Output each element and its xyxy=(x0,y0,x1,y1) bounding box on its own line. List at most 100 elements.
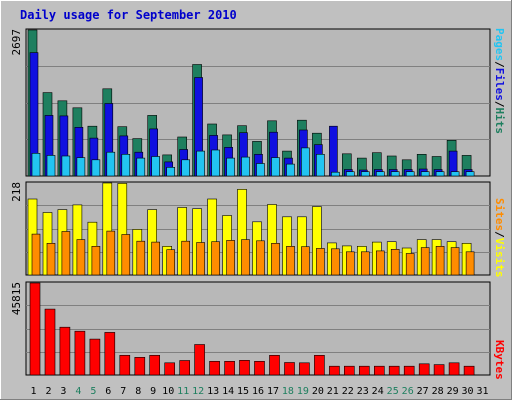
bar-sites-day-17 xyxy=(271,243,280,276)
bar-kbytes-day-26 xyxy=(403,365,415,376)
bar-sites-day-21 xyxy=(331,248,340,276)
x-tick-label: 12 xyxy=(192,386,204,397)
bar-kbytes-day-30 xyxy=(463,365,475,376)
bar-pages-day-30 xyxy=(465,171,475,177)
bar-kbytes-day-22 xyxy=(343,365,355,376)
hits-panel xyxy=(25,28,491,177)
kbytes-series-kbytes xyxy=(29,282,475,376)
bar-pages-day-24 xyxy=(375,171,385,177)
bar-pages-day-25 xyxy=(390,171,400,177)
x-tick-label: 28 xyxy=(432,386,444,397)
bar-pages-day-6 xyxy=(106,151,116,177)
bar-pages-day-27 xyxy=(420,171,430,177)
bar-sites-day-20 xyxy=(316,248,325,276)
bar-pages-day-4 xyxy=(76,157,86,177)
bar-sites-day-6 xyxy=(106,230,116,276)
bar-sites-day-4 xyxy=(76,239,86,276)
bar-sites-day-18 xyxy=(286,246,295,276)
bar-kbytes-day-2 xyxy=(44,308,56,376)
bar-sites-day-25 xyxy=(390,249,400,276)
bar-pages-day-23 xyxy=(360,171,370,177)
bar-kbytes-day-28 xyxy=(433,364,445,376)
x-tick-label: 29 xyxy=(447,386,459,397)
bar-pages-day-22 xyxy=(345,171,355,177)
x-tick-label: 27 xyxy=(417,386,429,397)
visits-ymax-label: 218 xyxy=(10,182,23,202)
bar-pages-day-14 xyxy=(226,157,235,177)
bar-kbytes-day-6 xyxy=(104,332,116,376)
kbytes-ymax-label: 45815 xyxy=(10,282,23,315)
bar-sites-day-16 xyxy=(256,240,265,276)
x-tick-label: 7 xyxy=(120,386,126,397)
legend-sep-2: / xyxy=(493,101,506,108)
legend-kbytes: KBytes xyxy=(493,340,506,380)
bar-pages-day-11 xyxy=(181,159,190,177)
bar-pages-day-15 xyxy=(241,156,250,177)
legend-visits: Visits xyxy=(493,238,506,278)
bar-kbytes-day-3 xyxy=(59,326,71,376)
bar-pages-day-3 xyxy=(61,155,71,177)
x-tick-label: 17 xyxy=(267,386,279,397)
legend-sep-3: / xyxy=(493,231,506,238)
bar-sites-day-12 xyxy=(196,242,205,276)
bar-pages-day-21 xyxy=(331,171,340,177)
bar-pages-day-2 xyxy=(46,155,56,177)
x-tick-label: 1 xyxy=(30,386,36,397)
x-tick-label: 8 xyxy=(135,386,141,397)
bar-pages-day-1 xyxy=(31,153,41,177)
bar-pages-day-20 xyxy=(316,154,325,177)
bar-pages-day-28 xyxy=(435,171,445,177)
legend-pages: Pages xyxy=(493,28,506,61)
bar-kbytes-day-27 xyxy=(418,363,430,376)
bar-kbytes-day-13 xyxy=(209,360,220,376)
x-tick-label: 30 xyxy=(461,386,473,397)
bar-pages-day-29 xyxy=(450,171,460,177)
x-tick-label: 19 xyxy=(297,386,309,397)
legend-files: Files xyxy=(493,68,506,101)
kbytes-panel xyxy=(25,281,491,376)
bar-sites-day-30 xyxy=(465,251,475,276)
bar-pages-day-18 xyxy=(286,163,295,177)
bar-sites-day-5 xyxy=(91,246,101,276)
bar-sites-day-28 xyxy=(435,246,445,276)
bar-sites-day-7 xyxy=(121,234,131,276)
x-tick-label: 22 xyxy=(342,386,354,397)
x-tick-label: 6 xyxy=(105,386,111,397)
x-tick-label: 9 xyxy=(150,386,156,397)
bar-kbytes-day-25 xyxy=(388,365,400,376)
x-axis-labels: 1 2 3 4 5 6 7 8 9 10 11 12 13 14 15 16 17 18 19 20 21 22 23 24 2… xyxy=(30,386,488,397)
bar-pages-day-26 xyxy=(405,171,415,177)
bar-sites-day-24 xyxy=(375,250,385,276)
visits-panel xyxy=(25,181,491,276)
bar-kbytes-day-21 xyxy=(329,365,340,376)
bar-kbytes-day-15 xyxy=(239,359,250,376)
bar-kbytes-day-9 xyxy=(149,354,160,376)
bar-kbytes-day-24 xyxy=(373,365,385,376)
bar-sites-day-19 xyxy=(301,246,310,276)
bar-sites-day-14 xyxy=(226,240,235,276)
x-tick-label: 3 xyxy=(60,386,66,397)
kbytes-plot-area xyxy=(25,281,491,376)
legend-sep-1: / xyxy=(493,61,506,68)
bar-sites-day-1 xyxy=(31,233,41,276)
bar-sites-day-3 xyxy=(61,231,71,276)
bar-kbytes-day-1 xyxy=(29,282,41,376)
bar-sites-day-29 xyxy=(450,247,460,276)
bar-sites-day-26 xyxy=(405,253,415,276)
bar-kbytes-day-11 xyxy=(179,360,190,376)
x-tick-label: 11 xyxy=(177,386,189,397)
bar-kbytes-day-14 xyxy=(224,360,235,376)
legend-visits-panel: Sites/Visits xyxy=(493,198,506,278)
bar-kbytes-day-17 xyxy=(269,354,280,376)
bar-pages-day-16 xyxy=(256,163,265,177)
bar-files-day-21 xyxy=(329,125,338,177)
bar-kbytes-day-16 xyxy=(254,360,265,376)
x-tick-label: 18 xyxy=(282,386,294,397)
bar-pages-day-9 xyxy=(151,156,160,177)
chart-panels xyxy=(25,28,491,376)
bar-sites-day-15 xyxy=(241,239,250,276)
bar-kbytes-day-20 xyxy=(314,354,325,376)
chart-title: Daily usage for September 2010 xyxy=(20,8,237,22)
